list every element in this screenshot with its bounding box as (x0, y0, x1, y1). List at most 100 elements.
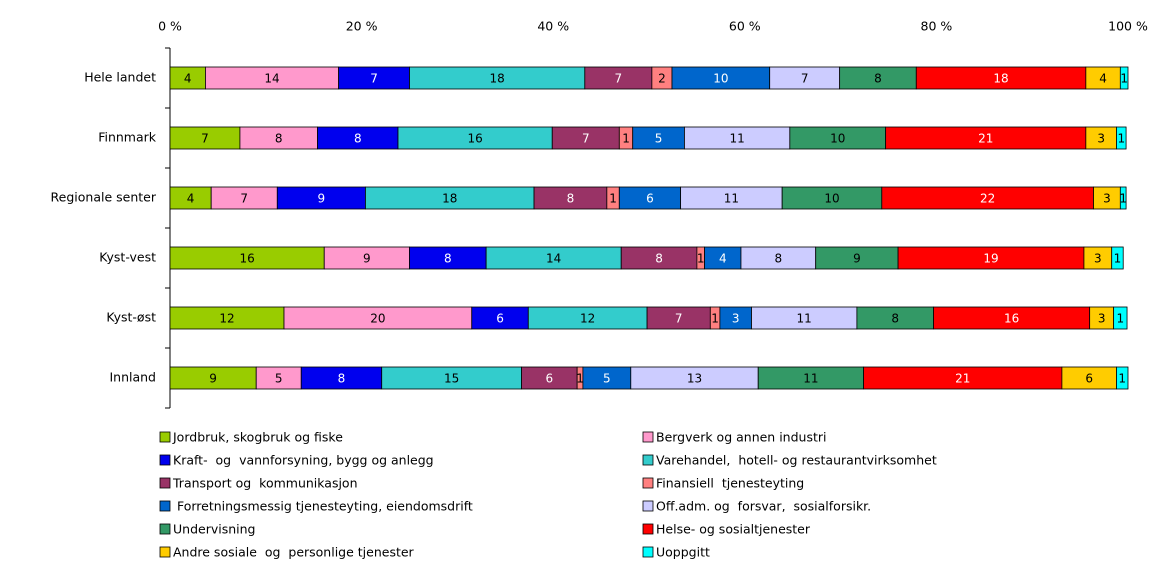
value-label: 7 (801, 72, 809, 86)
value-label: 7 (201, 132, 209, 146)
x-tick-label: 0 % (158, 19, 182, 34)
value-label: 13 (687, 372, 702, 386)
value-label: 1 (1114, 252, 1122, 266)
value-label: 11 (729, 132, 744, 146)
value-label: 6 (546, 372, 554, 386)
value-label: 4 (184, 72, 192, 86)
value-label: 18 (993, 72, 1008, 86)
value-label: 8 (874, 72, 882, 86)
y-tick-label: Hele landet (84, 70, 156, 85)
value-label: 10 (824, 192, 839, 206)
value-label: 7 (675, 312, 683, 326)
value-label: 8 (444, 252, 452, 266)
x-tick-label: 60 % (729, 19, 761, 34)
legend-label: Andre sosiale og personlige tjenester (173, 545, 415, 560)
value-label: 5 (275, 372, 283, 386)
value-label: 1 (1119, 192, 1127, 206)
value-label: 12 (219, 312, 234, 326)
x-tick-label: 80 % (921, 19, 953, 34)
value-label: 9 (318, 192, 326, 206)
value-label: 8 (655, 252, 663, 266)
legend-swatch (642, 523, 654, 535)
legend-label: Uoppgitt (656, 545, 710, 560)
y-tick-label: Innland (109, 370, 156, 385)
y-tick-label: Kyst-vest (99, 250, 156, 265)
legend-label: Kraft- og vannforsyning, bygg og anlegg (173, 453, 434, 468)
value-label: 6 (646, 192, 654, 206)
bar-segment (1119, 66, 1129, 90)
legend-swatch (642, 431, 654, 443)
bar-segment (1113, 306, 1128, 330)
value-label: 1 (1118, 372, 1126, 386)
value-label: 19 (983, 252, 998, 266)
value-label: 1 (1117, 132, 1125, 146)
value-label: 1 (1120, 72, 1128, 86)
value-label: 16 (467, 132, 482, 146)
value-label: 3 (1094, 252, 1102, 266)
legend-swatch (642, 546, 654, 558)
bar-segment (1116, 126, 1127, 150)
value-label: 21 (955, 372, 970, 386)
value-label: 11 (803, 372, 818, 386)
x-tick-label: 40 % (537, 19, 569, 34)
value-label: 8 (354, 132, 362, 146)
value-label: 18 (490, 72, 505, 86)
legend-label: Forretningsmessig tjenesteyting, eiendom… (173, 499, 473, 514)
value-label: 20 (370, 312, 385, 326)
bar-segment (1119, 186, 1127, 210)
legend-label: Off.adm. og forsvar, sosialforsikr. (656, 499, 871, 514)
value-label: 3 (1097, 132, 1105, 146)
legend-label: Helse- og sosialtjenester (656, 522, 811, 537)
legend-swatch (642, 454, 654, 466)
legend-swatch (159, 500, 171, 512)
legend-label: Transport og kommunikasjon (172, 476, 358, 491)
y-tick-label: Kyst-øst (106, 310, 156, 325)
value-label: 15 (444, 372, 459, 386)
value-label: 18 (442, 192, 457, 206)
value-label: 16 (1004, 312, 1019, 326)
value-label: 3 (1098, 312, 1106, 326)
value-label: 11 (724, 192, 739, 206)
value-label: 10 (830, 132, 845, 146)
value-label: 8 (891, 312, 899, 326)
legend-label: Undervisning (173, 522, 255, 537)
y-tick-label: Finnmark (98, 130, 157, 145)
value-label: 1 (697, 252, 705, 266)
value-label: 12 (580, 312, 595, 326)
value-label: 7 (615, 72, 623, 86)
value-label: 2 (658, 72, 666, 86)
legend-swatch (159, 431, 171, 443)
legend-label: Bergverk og annen industri (656, 430, 826, 445)
value-label: 16 (239, 252, 254, 266)
value-label: 22 (980, 192, 995, 206)
legend-label: Varehandel, hotell- og restaurantvirksom… (656, 453, 937, 468)
legend-swatch (642, 500, 654, 512)
value-label: 4 (719, 252, 727, 266)
legend-swatch (159, 523, 171, 535)
legend-swatch (159, 546, 171, 558)
value-label: 4 (1099, 72, 1107, 86)
value-label: 7 (582, 132, 590, 146)
value-label: 6 (496, 312, 504, 326)
value-label: 8 (275, 132, 283, 146)
legend-label: Finansiell tjenesteyting (656, 476, 804, 491)
value-label: 1 (711, 312, 719, 326)
value-label: 7 (370, 72, 378, 86)
value-label: 3 (1103, 192, 1111, 206)
legend-label: Jordbruk, skogbruk og fiske (172, 430, 343, 445)
bar-segment (1116, 366, 1129, 390)
bar-segment (1111, 246, 1124, 270)
value-label: 14 (546, 252, 561, 266)
value-label: 3 (732, 312, 740, 326)
value-label: 5 (603, 372, 611, 386)
value-label: 9 (209, 372, 217, 386)
value-label: 6 (1085, 372, 1093, 386)
value-label: 1 (609, 192, 617, 206)
value-label: 9 (853, 252, 861, 266)
value-label: 1 (576, 372, 584, 386)
value-label: 4 (187, 192, 195, 206)
value-label: 10 (713, 72, 728, 86)
value-label: 14 (264, 72, 279, 86)
value-label: 11 (797, 312, 812, 326)
